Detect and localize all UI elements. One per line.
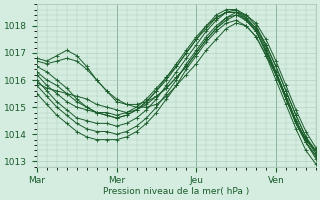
X-axis label: Pression niveau de la mer( hPa ): Pression niveau de la mer( hPa ): [103, 187, 250, 196]
